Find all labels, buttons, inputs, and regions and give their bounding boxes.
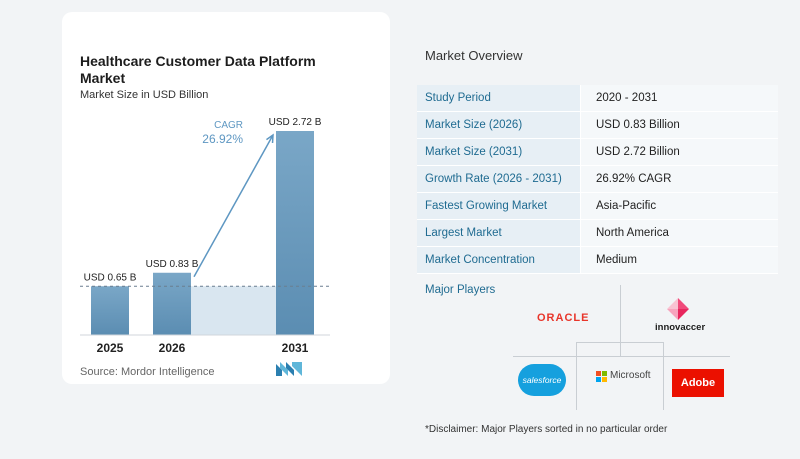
market-overview-table: Study Period 2020 - 2031 Market Size (202… [417,85,778,274]
table-row: Market Size (2026) USD 0.83 Billion [417,112,778,139]
row-label: Growth Rate (2026 - 2031) [417,166,580,192]
row-label: Fastest Growing Market [417,193,580,219]
table-row: Largest Market North America [417,220,778,247]
row-value: 2020 - 2031 [580,85,778,111]
cagr-value: 26.92% [202,132,243,146]
table-row: Growth Rate (2026 - 2031) 26.92% CAGR [417,166,778,193]
cagr-arrow [193,134,274,278]
cagr-arrow-head [266,133,274,144]
row-label: Market Size (2026) [417,112,580,138]
salesforce-logo-text: salesforce [522,375,562,385]
mordor-intelligence-logo-icon [276,362,302,376]
data-label: USD 0.65 B [84,272,137,283]
innovaccer-icon [667,298,689,320]
grid-divider [513,356,730,357]
row-label: Market Concentration [417,247,580,273]
innovaccer-logo: innovaccer [655,322,706,333]
microsoft-logo: Microsoft [610,370,651,381]
chart-title: Healthcare Customer Data Platform Market [80,53,316,86]
grid-divider [576,342,664,343]
x-tick-label: 2031 [282,341,309,355]
bar-chart: USD 0.65 B USD 0.83 B USD 2.72 B 2025 2026 20… [80,117,330,355]
row-value: 26.92% CAGR [580,166,778,192]
adobe-logo: Adobe [672,369,724,397]
grid-divider [620,285,621,356]
row-value: Medium [580,247,778,273]
table-row: Fastest Growing Market Asia-Pacific [417,193,778,220]
disclaimer-text: *Disclaimer: Major Players sorted in no … [425,424,668,435]
data-label: USD 0.83 B [146,259,199,270]
row-label: Study Period [417,85,580,111]
row-value: USD 0.83 Billion [580,112,778,138]
row-label: Market Size (2031) [417,139,580,165]
table-row: Market Size (2031) USD 2.72 Billion [417,139,778,166]
bar-2031 [276,131,314,335]
major-players-title: Major Players [425,284,496,296]
growth-shade [191,286,276,335]
source-text: Source: Mordor Intelligence [80,366,215,378]
data-label: USD 2.72 B [269,117,322,128]
market-overview-title: Market Overview [425,48,523,63]
x-tick-label: 2026 [159,341,186,355]
row-value: Asia-Pacific [580,193,778,219]
grid-divider [663,342,664,410]
table-row: Study Period 2020 - 2031 [417,85,778,112]
bar-2026 [153,272,191,335]
row-value: USD 2.72 Billion [580,139,778,165]
chart-subtitle: Market Size in USD Billion [80,89,209,101]
bar-2025 [91,286,129,335]
row-value: North America [580,220,778,246]
cagr-label: CAGR [214,120,243,131]
grid-divider [576,342,577,410]
salesforce-logo: salesforce [518,364,566,396]
adobe-logo-text: Adobe [680,377,716,389]
oracle-logo: ORACLE [537,312,590,324]
microsoft-icon [596,371,607,382]
row-label: Largest Market [417,220,580,246]
table-row: Market Concentration Medium [417,247,778,274]
x-tick-label: 2025 [97,341,124,355]
